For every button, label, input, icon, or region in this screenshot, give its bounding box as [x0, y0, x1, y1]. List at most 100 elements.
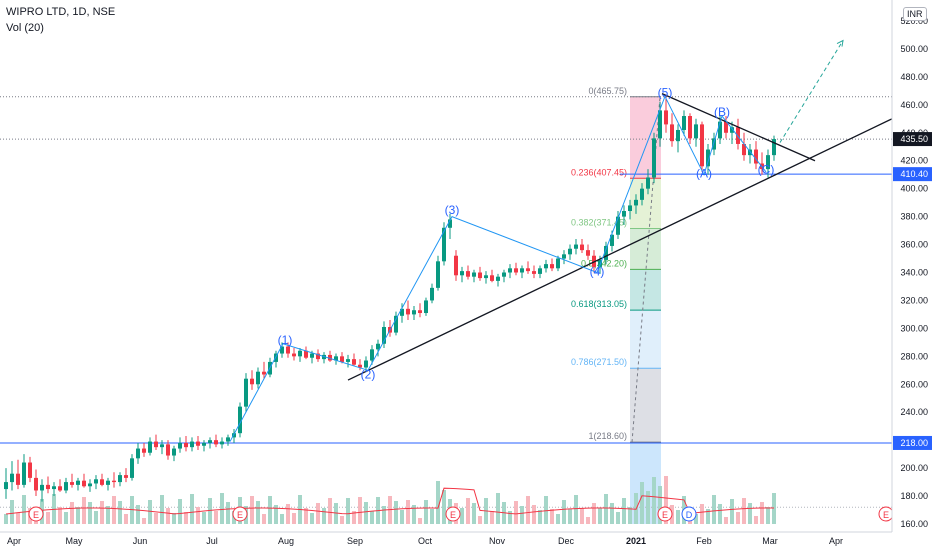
candle-body: [448, 219, 452, 228]
candle-body: [622, 211, 626, 217]
earnings-marker: [232, 506, 248, 522]
candle-body: [316, 353, 320, 360]
candle-body: [400, 308, 404, 316]
candle-body: [466, 271, 470, 277]
candle-body: [208, 440, 212, 443]
price-label-badge: [893, 167, 932, 182]
volume-bar: [646, 491, 650, 524]
volume-bar: [106, 506, 110, 524]
candle-body: [508, 268, 512, 273]
candle-body: [496, 276, 500, 281]
time-tick-label: Nov: [489, 536, 506, 546]
candle-body: [724, 121, 728, 133]
volume-bar: [58, 507, 62, 524]
candle-body: [142, 448, 146, 453]
volume-bar: [466, 498, 470, 524]
price-axis-background: [892, 0, 932, 550]
price-tick-label: 160.00: [900, 519, 928, 529]
candle-body: [394, 315, 398, 333]
price-tick-label: 360.00: [900, 240, 928, 250]
candle-body: [712, 138, 716, 150]
candle-body: [538, 268, 542, 274]
candle-body: [424, 300, 428, 314]
time-tick-label: Dec: [558, 536, 575, 546]
volume-bar: [46, 512, 50, 524]
candle-body: [58, 486, 62, 491]
candle-body: [460, 271, 464, 276]
candle-body: [634, 199, 638, 206]
volume-bar: [496, 493, 500, 524]
wave-label: (1): [278, 333, 293, 347]
candle-body: [22, 462, 26, 485]
volume-bar: [556, 514, 560, 524]
volume-bar: [70, 502, 74, 524]
volume-bar: [400, 510, 404, 524]
candle-body: [574, 244, 578, 249]
candle-body: [586, 250, 590, 256]
volume-bar: [268, 496, 272, 524]
volume-bar: [328, 498, 332, 524]
uptrend-line: [347, 118, 893, 381]
candle-body: [436, 261, 440, 288]
fib-band: [630, 228, 661, 270]
volume-bar: [82, 497, 86, 524]
volume-bar: [586, 517, 590, 524]
time-tick-label: Feb: [696, 536, 712, 546]
candle-body: [28, 462, 32, 478]
candle-body: [718, 121, 722, 139]
volume-bar: [184, 512, 188, 524]
volume-bar: [118, 501, 122, 524]
candle-body: [484, 275, 488, 279]
volume-bar: [172, 513, 176, 524]
candle-body: [184, 442, 188, 448]
candle-body: [70, 482, 74, 485]
candle-body: [136, 448, 140, 459]
volume-bar: [532, 505, 536, 524]
volume-bar: [694, 514, 698, 524]
candle-body: [364, 360, 368, 368]
price-label-text: 435.50: [900, 134, 928, 144]
price-tick-label: 320.00: [900, 295, 928, 305]
candle-body: [40, 484, 44, 491]
volume-bar: [664, 476, 668, 524]
fib-level-label: 0.5(342.20): [581, 258, 627, 268]
candle-body: [676, 129, 680, 142]
volume-bar: [76, 507, 80, 524]
volume-bar: [364, 502, 368, 524]
wave-label: (B): [714, 105, 730, 119]
price-tick-label: 520.00: [900, 16, 928, 26]
candle-body: [118, 475, 122, 483]
candle-body: [106, 480, 110, 485]
currency-badge[interactable]: INR: [903, 7, 927, 21]
volume-bar: [418, 518, 422, 524]
price-tick-label: 200.00: [900, 463, 928, 473]
time-tick-label: Mar: [762, 536, 778, 546]
volume-bar: [124, 514, 128, 524]
candle-body: [346, 359, 350, 362]
candle-body: [580, 244, 584, 251]
volume-bar: [592, 503, 596, 524]
volume-bar: [382, 506, 386, 524]
volume-bar: [676, 510, 680, 524]
candle-body: [94, 479, 98, 484]
candle-body: [10, 473, 14, 483]
volume-bar: [712, 495, 716, 524]
volume-bar: [742, 498, 746, 524]
volume-bar: [520, 506, 524, 524]
candle-body: [664, 110, 668, 125]
earnings-marker: [28, 506, 44, 522]
time-tick-label: Sep: [347, 536, 363, 546]
price-tick-label: 180.00: [900, 491, 928, 501]
volume-bar: [598, 508, 602, 524]
marker-label: E: [450, 510, 456, 520]
candle-body: [130, 458, 134, 478]
candle-body: [190, 441, 194, 448]
marker-label: E: [662, 510, 668, 520]
volume-bar: [574, 495, 578, 524]
candle-body: [214, 440, 218, 445]
candle-body: [148, 441, 152, 453]
candle-body: [706, 149, 710, 167]
candle-body: [274, 353, 278, 362]
time-tick-label: May: [65, 536, 83, 546]
